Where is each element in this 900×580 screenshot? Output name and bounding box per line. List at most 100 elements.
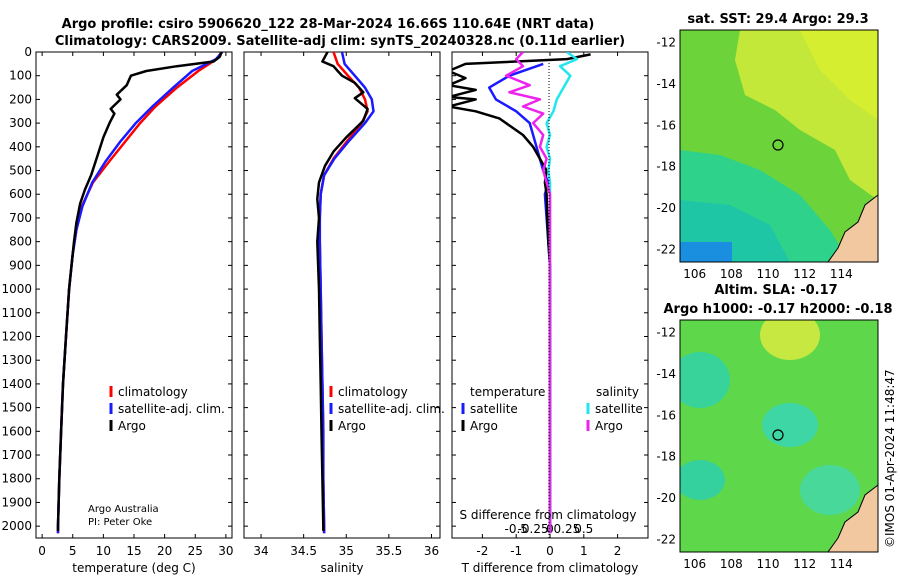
legend-climatology: climatology xyxy=(118,385,188,399)
legend-salinity-heading: salinity xyxy=(596,385,639,399)
salinity-xlabel: salinity xyxy=(320,561,363,575)
s-diff-tick-label: 0.5 xyxy=(574,522,593,536)
depth-tick-label: 200 xyxy=(9,92,32,106)
map-lon-tick-label: 108 xyxy=(720,557,743,571)
x-tick-label: 30 xyxy=(218,544,233,558)
x-tick-label: 10 xyxy=(96,544,111,558)
series-line-argo xyxy=(316,52,369,531)
sst-map-title: sat. SST: 29.4 Argo: 29.3 xyxy=(687,12,868,27)
map-lat-tick-label: -14 xyxy=(656,77,676,91)
x-tick-label: -1 xyxy=(510,544,522,558)
salinity-lines xyxy=(316,52,375,534)
x-tick-label: 15 xyxy=(126,544,141,558)
depth-tick-label: 1300 xyxy=(1,353,32,367)
map-lon-tick-label: 108 xyxy=(720,267,743,281)
map-lat-tick-label: -16 xyxy=(656,408,676,422)
credit-line2: PI: Peter Oke xyxy=(88,517,152,528)
depth-tick-label: 1900 xyxy=(1,495,32,509)
s-diff-tick-label: 0.25 xyxy=(554,522,581,536)
map-lat-tick-label: -12 xyxy=(656,35,676,49)
sla-map-title-line2: Argo h1000: -0.17 h2000: -0.18 xyxy=(663,302,892,317)
series-line-satellite-adj-clim- xyxy=(318,52,375,534)
x-tick-label: 0 xyxy=(546,544,554,558)
map-lat-tick-label: -22 xyxy=(656,533,676,547)
legend-argo: Argo xyxy=(118,419,146,433)
sla-argo-location-marker xyxy=(772,429,784,441)
legend-argo: Argo xyxy=(338,419,366,433)
depth-tick-label: 700 xyxy=(9,211,32,225)
credit-line1: Argo Australia xyxy=(88,504,159,515)
sst-argo-location-marker xyxy=(772,139,784,151)
map-lat-tick-label: -14 xyxy=(656,367,676,381)
depth-tick-label: 1700 xyxy=(1,448,32,462)
sla-high-region xyxy=(760,320,820,360)
map-lat-tick-label: -18 xyxy=(656,160,676,174)
map-lon-tick-label: 112 xyxy=(793,267,816,281)
map-lon-tick-label: 114 xyxy=(830,267,853,281)
legend-t-satellite: satellite xyxy=(470,402,518,416)
map-lon-tick-label: 110 xyxy=(757,557,780,571)
difference-t-xlabel: T difference from climatology xyxy=(461,561,639,575)
legend-climatology: climatology xyxy=(338,385,408,399)
map-lon-tick-label: 112 xyxy=(793,557,816,571)
depth-tick-label: 900 xyxy=(9,258,32,272)
map-lat-tick-label: -12 xyxy=(656,325,676,339)
x-tick-label: 20 xyxy=(157,544,172,558)
sst-land xyxy=(827,194,878,262)
x-tick-label: 36 xyxy=(424,544,439,558)
sla-map-title-line1: Altim. SLA: -0.17 xyxy=(714,283,837,298)
sla-teal-region-4 xyxy=(800,465,860,515)
x-tick-label: 1 xyxy=(580,544,588,558)
temperature-xlabel: temperature (deg C) xyxy=(72,561,195,575)
salinity-legend: climatology satellite-adj. clim. Argo xyxy=(329,385,445,433)
difference-legend: temperature satellite Argo salinity sate… xyxy=(461,385,643,433)
map-lat-tick-label: -22 xyxy=(656,243,676,257)
x-tick-label: 35 xyxy=(339,544,354,558)
x-tick-label: 0 xyxy=(38,544,46,558)
temperature-lines xyxy=(56,52,224,534)
legend-temperature-heading: temperature xyxy=(470,385,545,399)
map-lat-tick-label: -20 xyxy=(656,201,676,215)
x-tick-label: 34.5 xyxy=(290,544,317,558)
sla-land xyxy=(827,484,878,552)
legend-t-argo: Argo xyxy=(470,419,498,433)
depth-tick-label: 1200 xyxy=(1,329,32,343)
map-lon-tick-label: 106 xyxy=(683,557,706,571)
sst-cold-patch xyxy=(680,242,732,262)
x-tick-label: 5 xyxy=(69,544,77,558)
x-tick-label: 25 xyxy=(188,544,203,558)
depth-tick-label: 1800 xyxy=(1,472,32,486)
x-tick-label: 34 xyxy=(253,544,268,558)
salinity-axes xyxy=(243,51,441,539)
map-lat-tick-label: -20 xyxy=(656,491,676,505)
sst-map xyxy=(680,30,878,262)
series-line-s-argo xyxy=(504,52,552,534)
copyright-stamp: ©IMOS 01-Apr-2024 11:48:47 xyxy=(883,369,897,548)
x-tick-label: -2 xyxy=(476,544,488,558)
sla-teal-region-1 xyxy=(680,352,730,408)
depth-tick-label: 300 xyxy=(9,116,32,130)
depth-tick-label: 1100 xyxy=(1,306,32,320)
main-title-line2: Climatology: CARS2009. Satellite-adj cli… xyxy=(55,34,625,49)
sst-map-frame xyxy=(679,29,879,263)
legend-satellite: satellite-adj. clim. xyxy=(118,402,225,416)
depth-tick-label: 1000 xyxy=(1,282,32,296)
depth-tick-label: 2000 xyxy=(1,519,32,533)
sla-teal-region-3 xyxy=(680,460,725,500)
x-tick-label: 2 xyxy=(614,544,622,558)
legend-s-argo: Argo xyxy=(595,419,623,433)
legend-satellite: satellite-adj. clim. xyxy=(338,402,445,416)
depth-tick-label: 1400 xyxy=(1,377,32,391)
depth-tick-label: 100 xyxy=(9,69,32,83)
main-title-line1: Argo profile: csiro 5906620_122 28-Mar-2… xyxy=(62,17,595,32)
series-line-t-argo xyxy=(452,53,591,534)
temperature-legend: climatology satellite-adj. clim. Argo xyxy=(109,385,225,433)
depth-tick-label: 1500 xyxy=(1,401,32,415)
s-diff-tick-label: -0.5 xyxy=(504,522,527,536)
map-lat-tick-label: -18 xyxy=(656,450,676,464)
map-lat-tick-label: -16 xyxy=(656,118,676,132)
depth-tick-label: 600 xyxy=(9,187,32,201)
depth-tick-label: 0 xyxy=(24,45,32,59)
series-line-argo xyxy=(56,52,223,531)
